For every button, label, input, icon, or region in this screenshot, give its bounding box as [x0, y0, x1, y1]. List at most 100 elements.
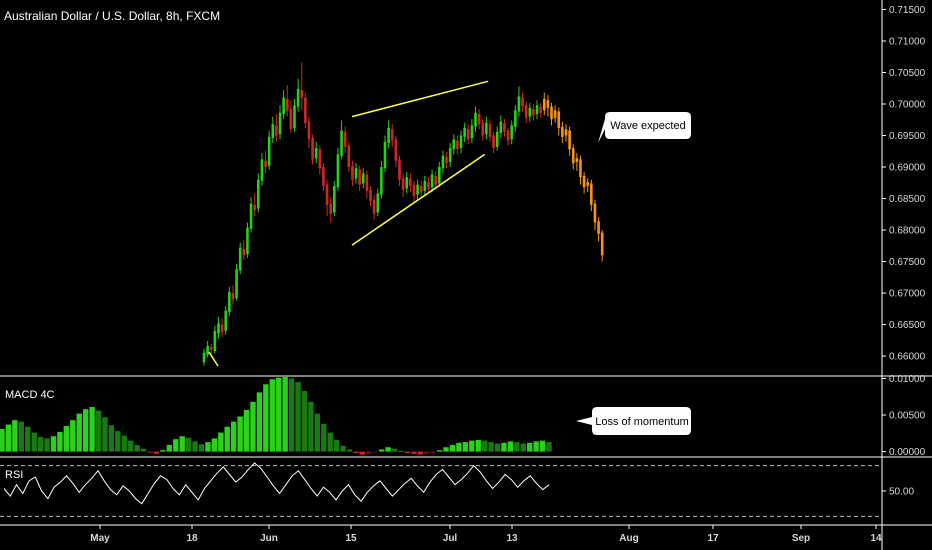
projection-candle	[542, 98, 546, 111]
candle	[506, 130, 510, 141]
macd-bar	[366, 451, 372, 454]
candle	[343, 131, 347, 147]
macd-bar	[276, 377, 282, 452]
candle	[220, 324, 224, 333]
chart-title: Australian Dollar / U.S. Dollar, 8h, FXC…	[4, 9, 220, 23]
candle	[293, 105, 296, 128]
macd-pane[interactable]	[0, 377, 552, 455]
time-tick-label: 15	[345, 533, 357, 544]
macd-bar	[526, 442, 533, 452]
time-tick-label: 18	[186, 533, 198, 544]
macd-bar	[211, 438, 218, 452]
candle	[322, 167, 325, 186]
candle	[231, 293, 235, 300]
candle	[296, 88, 300, 107]
candle	[224, 310, 228, 331]
projection-candle	[568, 130, 571, 150]
macd-bar	[243, 409, 250, 452]
projection-candle	[561, 126, 564, 137]
candle	[441, 155, 445, 169]
candle	[228, 291, 231, 312]
macd-bar	[115, 431, 121, 452]
macd-bar	[205, 442, 211, 452]
candle	[260, 159, 264, 181]
price-tick-label: 0.66500	[889, 320, 926, 331]
macd-bar	[340, 445, 346, 452]
macd-bar	[533, 441, 539, 452]
candle	[434, 175, 437, 185]
macd-bar	[308, 401, 314, 452]
projection-candle	[600, 232, 604, 256]
projection-candle	[546, 100, 550, 108]
price-tick-label: 0.66000	[889, 352, 926, 363]
candle	[524, 105, 528, 118]
macd-tick-label: 0.01000	[889, 374, 926, 385]
macd-bar	[443, 447, 449, 452]
macd-bar	[82, 409, 89, 452]
macd-bar	[153, 451, 160, 454]
macd-bar	[494, 443, 501, 452]
candle	[333, 185, 336, 213]
candle	[521, 97, 524, 107]
callout-wave-expected: Wave expected	[598, 112, 691, 143]
price-tick-label: 0.68000	[889, 226, 926, 237]
candle	[213, 330, 217, 352]
callout-loss-of-momentum: Loss of momentum	[576, 407, 691, 435]
macd-bar	[436, 450, 443, 452]
macd-axis[interactable]: 0.01000 0.00500 0.00000	[882, 374, 926, 458]
price-pane[interactable]	[202, 62, 604, 367]
candle	[311, 138, 314, 160]
candle	[380, 167, 383, 195]
candle	[427, 182, 430, 189]
macd-bar	[218, 432, 224, 452]
candle	[485, 122, 488, 135]
candle	[304, 97, 307, 123]
time-tick-label: Jul	[443, 533, 458, 544]
macd-bar	[185, 437, 192, 452]
macd-bar	[37, 436, 44, 452]
macd-bar	[288, 378, 295, 452]
macd-bar	[314, 413, 321, 452]
projection-candle	[564, 129, 568, 136]
candle	[459, 135, 463, 149]
macd-bar	[230, 421, 237, 452]
macd-bar	[134, 445, 140, 452]
candle	[307, 121, 311, 140]
candle	[249, 203, 253, 229]
time-tick-label: Sep	[792, 533, 810, 544]
macd-bar	[411, 451, 417, 454]
candle	[445, 156, 448, 164]
macd-bar	[128, 440, 134, 452]
macd-bar	[256, 392, 263, 452]
projection-candle	[557, 111, 561, 128]
candle	[278, 112, 282, 135]
macd-bar	[295, 382, 301, 452]
macd-bar	[475, 439, 481, 452]
macd-bar	[269, 379, 275, 452]
macd-bar	[224, 426, 230, 452]
candle	[463, 127, 466, 137]
price-axis[interactable]: 0.71500 0.71000 0.70500 0.70000 0.69500 0.690…	[882, 5, 926, 363]
macd-bar	[250, 401, 256, 452]
macd-bar	[539, 440, 546, 452]
projection-candle	[571, 148, 575, 164]
macd-bar	[321, 423, 327, 452]
macd-bar	[44, 438, 50, 452]
candle	[325, 184, 329, 205]
candle	[206, 346, 209, 355]
rsi-axis[interactable]: 50.00	[882, 487, 914, 498]
candle	[474, 112, 477, 127]
candle	[448, 148, 452, 162]
time-tick-label: 17	[707, 533, 719, 544]
candle	[253, 204, 256, 210]
rsi-pane[interactable]	[0, 462, 882, 517]
candle	[514, 110, 517, 127]
macd-bar	[282, 377, 288, 452]
candle	[376, 193, 380, 213]
time-axis[interactable]: May 18 Jun 15 Jul 13 Aug 17 Sep 14	[90, 525, 882, 544]
macd-bar	[76, 413, 82, 452]
macd-bar	[378, 449, 385, 452]
candle	[438, 167, 441, 184]
